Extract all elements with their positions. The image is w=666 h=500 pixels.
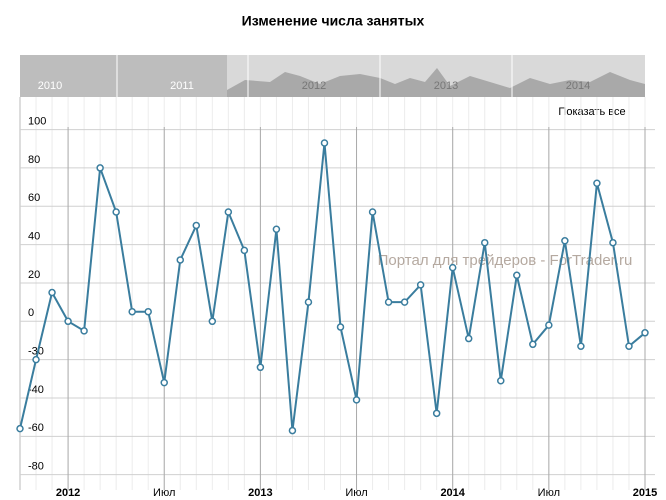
point [272,225,281,234]
point [464,334,473,343]
point [384,298,393,306]
y-tick-label: 80 [28,154,40,166]
x-tick-label: 2012 [56,487,80,499]
point [416,281,425,289]
point [513,271,521,280]
point [304,298,313,306]
point [497,376,505,385]
point [176,256,185,264]
point [96,164,104,172]
point [480,238,489,247]
point [224,208,233,216]
point [320,139,329,147]
navigator-label: 2010 [38,80,62,92]
chart-title: Изменение числа занятых [242,13,425,29]
x-tick-label: 2015 [633,487,657,499]
navigator-series [227,68,645,97]
point [240,246,249,255]
y-tick-label: 40 [28,231,40,243]
point [16,424,24,433]
y-tick-label: -30 [28,346,44,358]
point [400,298,409,306]
point [352,396,361,404]
point [368,208,377,216]
navigator-selected[interactable] [20,55,227,97]
point [336,323,345,331]
point [256,363,265,372]
series-line [19,142,646,431]
navigator-separators [116,55,513,97]
point [577,342,585,350]
x-tick-label: 2013 [248,487,272,499]
x-tick-label: 2014 [440,487,465,499]
point [609,238,617,247]
point [192,221,201,230]
x-tick-label: Июл [153,487,175,499]
point [208,317,217,326]
point [80,327,88,335]
point [545,321,553,329]
point [32,355,40,364]
y-tick-label: -60 [28,422,44,434]
navigator-label: 2012 [302,80,326,92]
watermark: Портал для трейдеров - ForTrader.ru [378,252,633,269]
point [529,340,537,349]
x-tick-label: Июл [538,487,560,499]
y-tick-label: 0 [28,307,34,319]
show-all-button[interactable]: Показать все [558,106,625,118]
point [288,426,297,435]
point [448,263,457,272]
y-tick-label: -40 [28,384,44,396]
y-tick-label: -80 [28,461,44,473]
point [160,378,168,387]
y-tick-label: 100 [28,115,46,127]
y-tick-label: 20 [28,269,40,281]
point [625,342,633,350]
point [48,288,56,297]
navigator-label: 2014 [566,80,590,92]
point [432,409,441,418]
y-tick-label: 60 [28,192,40,204]
point [128,307,136,316]
navigator-label: 2013 [434,80,458,92]
point [144,307,152,316]
navigator-label: 2011 [170,80,194,92]
point [64,317,72,326]
x-tick-label: Июл [345,487,367,499]
point [561,237,569,245]
point [593,179,601,188]
point [641,329,649,337]
point [112,208,120,216]
